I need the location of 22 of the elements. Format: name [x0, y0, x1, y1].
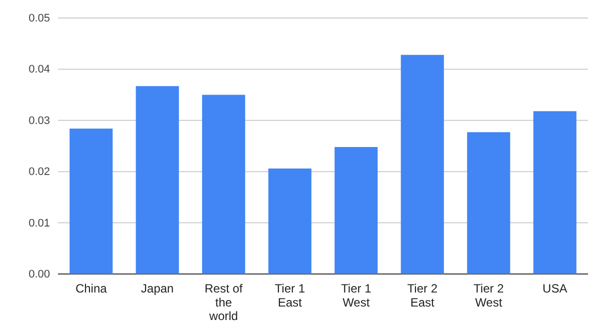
- y-tick-label: 0.03: [28, 114, 50, 127]
- bar: [268, 168, 312, 274]
- bar: [400, 54, 444, 274]
- x-tick-label: Japan: [141, 282, 174, 296]
- bar: [136, 86, 179, 274]
- bar: [467, 132, 510, 274]
- bar: [533, 111, 576, 274]
- x-tick-label: Tier 1 East: [274, 282, 306, 310]
- y-tick-label: 0.00: [28, 268, 50, 281]
- x-tick-label: China: [75, 282, 108, 296]
- x-tick-label: USA: [542, 282, 568, 296]
- bar: [70, 128, 113, 274]
- x-tick-label: Tier 2 West: [474, 282, 504, 310]
- bar: [202, 94, 246, 274]
- x-tick-label: Tier 1 West: [341, 282, 372, 310]
- y-tick-label: 0.01: [28, 217, 50, 230]
- x-tick-label: Tier 2 East: [407, 282, 438, 310]
- y-tick-label: 0.02: [28, 166, 50, 178]
- x-tick-label: Rest of the world: [204, 282, 244, 324]
- y-tick-label: 0.05: [28, 12, 50, 25]
- y-tick-label: 0.04: [28, 64, 50, 76]
- bar: [334, 147, 378, 274]
